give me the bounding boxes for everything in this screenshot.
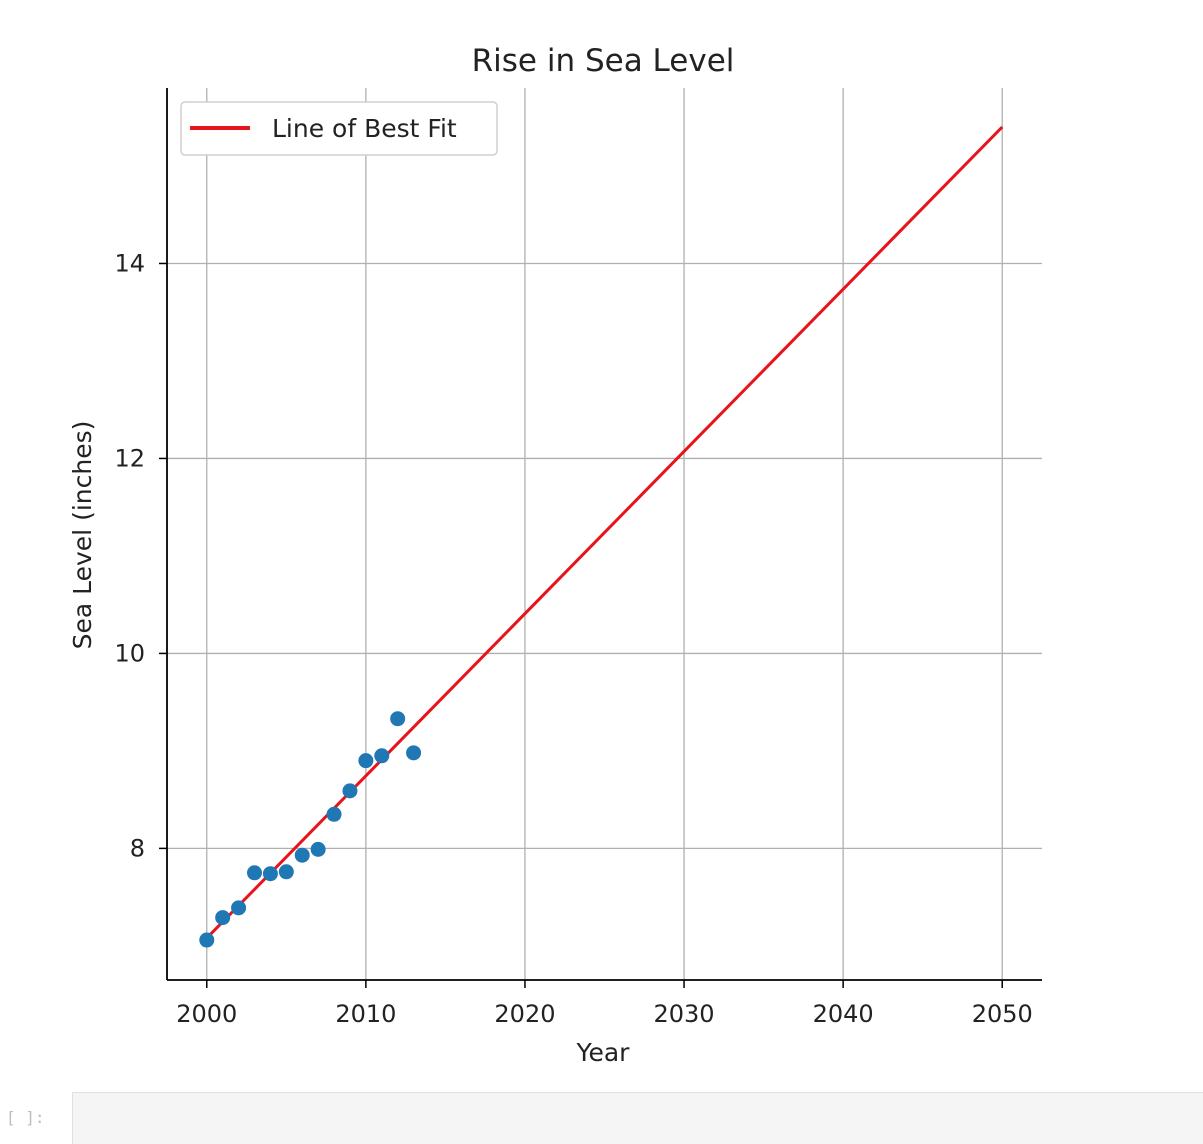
best-fit-line [205,125,1004,940]
scatter-point [294,847,310,863]
scatter-point [390,711,406,727]
x-axis-label: Year [576,1038,631,1067]
code-cell-input[interactable] [72,1092,1203,1144]
x-tick-label: 2010 [335,1000,396,1028]
scatter-point [231,900,247,916]
best-fit-line-group [205,125,1004,940]
y-tick-label: 12 [114,444,145,472]
scatter-point [358,753,374,769]
y-axis-ticks: 8 10 12 14 [114,249,167,862]
scatter-point [247,865,262,881]
scatter-point [199,932,215,948]
legend-box [180,101,498,156]
chart: 2000 2010 2020 2030 2040 2050 8 10 12 14 Rise in… [68,43,1042,1067]
scatter-point [374,748,390,764]
x-tick-label: 2020 [494,1000,555,1028]
x-tick-label: 2000 [176,1000,237,1028]
legend: Line of Best Fit [180,101,498,156]
scatter-point [278,864,294,880]
y-gridlines [167,262,1042,850]
scatter-point [310,841,326,857]
y-tick-label: 8 [130,834,145,862]
scatter-point [215,910,231,926]
chart-title: Rise in Sea Level [472,43,735,79]
y-tick-label: 14 [114,249,145,277]
scatter-point [326,806,342,822]
x-tick-label: 2030 [654,1000,715,1028]
legend-label-best-fit: Line of Best Fit [272,114,457,143]
y-axis-label: Sea Level (inches) [68,421,97,650]
x-tick-label: 2050 [972,1000,1033,1028]
cell-prompt: [ ]: [6,1108,45,1127]
x-gridlines [206,88,1003,980]
scatter-point [262,866,278,882]
axes [166,88,1042,981]
x-axis-ticks: 2000 2010 2020 2030 2040 2050 [176,980,1033,1028]
scatter-point [342,783,358,799]
x-tick-label: 2040 [813,1000,874,1028]
y-tick-label: 10 [114,639,145,667]
scatter-points [199,711,422,948]
scatter-point [406,745,422,761]
